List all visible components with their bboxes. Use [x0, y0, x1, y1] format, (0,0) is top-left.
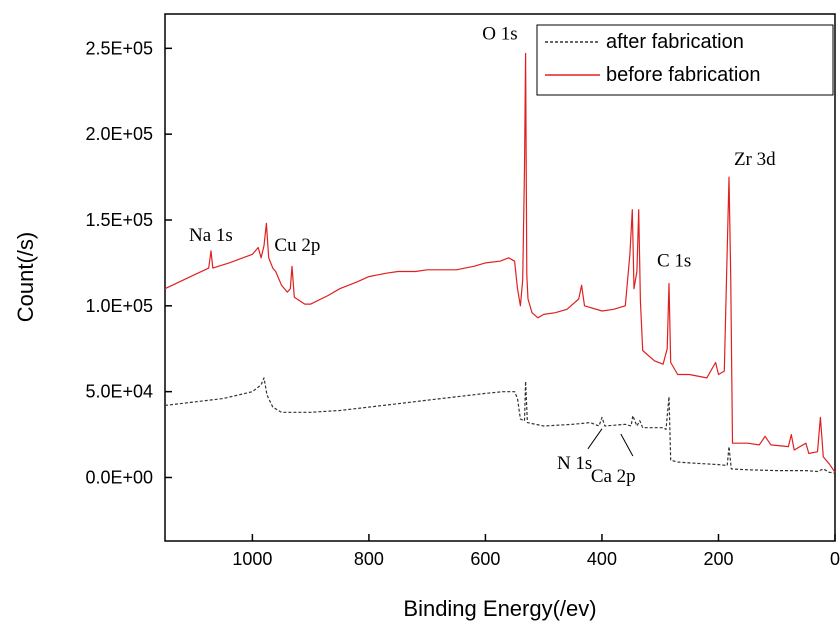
x-axis-title: Binding Energy(/ev)	[403, 596, 596, 621]
x-tick-label: 400	[587, 549, 617, 569]
annotation-leader-line	[620, 433, 634, 457]
y-tick-label: 2.0E+05	[85, 124, 153, 144]
peak-label: Cu 2p	[274, 235, 320, 256]
series-layer	[164, 52, 836, 474]
x-tick-label: 1000	[232, 549, 272, 569]
x-tick-label: 600	[470, 549, 500, 569]
legend-label-after: after fabrication	[606, 31, 744, 53]
x-tick-label: 0	[830, 549, 840, 569]
series-line-after-fabrication	[164, 377, 836, 474]
y-axis: 0.0E+00 5.0E+04 1.0E+05 1.5E+05 2.0E+05 2.5E+…	[85, 38, 172, 487]
legend: after fabrication before fabrication	[536, 24, 834, 96]
y-axis-title: Count(/s)	[13, 232, 38, 322]
legend-box	[536, 24, 834, 96]
y-tick-label: 2.5E+05	[85, 38, 153, 58]
y-tick-label: 0.0E+00	[85, 467, 153, 487]
x-tick-label: 200	[703, 549, 733, 569]
peak-label: C 1s	[657, 251, 691, 272]
series-line-before-fabrication	[164, 52, 836, 473]
x-tick-label: 800	[354, 549, 384, 569]
y-tick-label: 5.0E+04	[85, 382, 153, 402]
y-tick-label: 1.5E+05	[85, 210, 153, 230]
peak-label: Zr 3d	[734, 149, 776, 170]
peak-label: Ca 2p	[591, 466, 636, 487]
peak-label: N 1s	[557, 453, 592, 474]
plot-frame	[164, 13, 836, 542]
annotation-leader-line	[587, 428, 603, 450]
x-axis: 1000 800 600 400 200 0	[232, 534, 840, 569]
peak-label: Na 1s	[189, 225, 233, 246]
peak-label: O 1s	[482, 23, 517, 44]
y-tick-label: 1.0E+05	[85, 296, 153, 316]
legend-label-before: before fabrication	[606, 64, 761, 86]
